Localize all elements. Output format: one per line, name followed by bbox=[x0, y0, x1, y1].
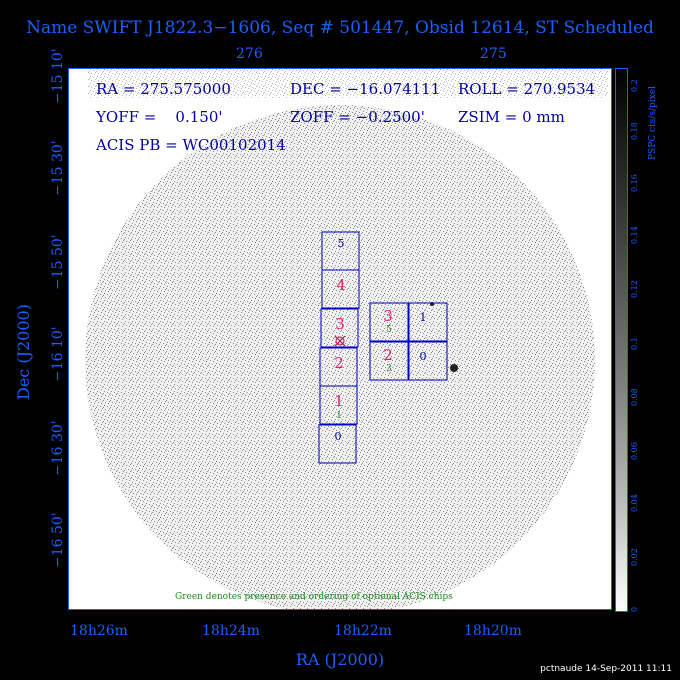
top-tick-276: 276 bbox=[236, 46, 263, 62]
colorbar-tick: 0.06 bbox=[630, 442, 639, 460]
colorbar-unit: PSPC cts/s/pixel bbox=[648, 86, 658, 160]
y-tick: −16 10' bbox=[50, 326, 66, 382]
x-tick: 18h24m bbox=[202, 623, 260, 639]
plot-frame bbox=[68, 68, 612, 610]
plot-title: Name SWIFT J1822.3−1606, Seq # 501447, O… bbox=[26, 18, 654, 38]
x-tick: 18h26m bbox=[70, 623, 128, 639]
aimpoint-marker bbox=[334, 335, 346, 347]
acis-chip-1: 11 bbox=[319, 385, 358, 425]
y-tick: −15 10' bbox=[50, 48, 66, 104]
optional-chip-order: 5 bbox=[386, 325, 392, 335]
y-tick: −15 30' bbox=[50, 140, 66, 196]
y-tick: −15 50' bbox=[50, 234, 66, 290]
acis-pb-value: ACIS PB = WC00102014 bbox=[96, 136, 286, 154]
colorbar-tick: 0.12 bbox=[630, 280, 639, 298]
colorbar-tick: 0.04 bbox=[630, 494, 639, 512]
optional-chip-order: 3 bbox=[386, 364, 392, 374]
x-tick: 18h22m bbox=[334, 623, 392, 639]
chip-number: 0 bbox=[420, 350, 427, 363]
acis-chip-0: 0 bbox=[408, 341, 448, 381]
yoff-value: YOFF = 0.150' bbox=[96, 108, 223, 126]
chip-number: 2 bbox=[334, 354, 344, 372]
acis-chip-3: 3 bbox=[320, 308, 359, 348]
ra-value: RA = 275.575000 bbox=[96, 80, 231, 98]
dec-value: DEC = −16.074111 bbox=[290, 80, 441, 98]
chip-number: 5 bbox=[338, 237, 345, 250]
optional-chip-order: 1 bbox=[336, 411, 342, 421]
acis-chip-3: 35 bbox=[369, 302, 409, 342]
x-ray-source bbox=[450, 364, 458, 372]
aimpoint-marker bbox=[335, 336, 345, 346]
chip-number: 4 bbox=[336, 276, 346, 294]
x-axis-label: RA (J2000) bbox=[295, 650, 385, 669]
colorbar-tick: 0.18 bbox=[630, 122, 639, 140]
footer-timestamp: pctnaude 14-Sep-2011 11:11 bbox=[540, 664, 672, 674]
chip-number: 1 bbox=[420, 311, 427, 324]
acis-chip-0: 0 bbox=[318, 424, 357, 464]
x-tick: 18h20m bbox=[464, 623, 522, 639]
colorbar-tick: 0 bbox=[630, 606, 639, 612]
acis-chip-2: 23 bbox=[369, 341, 409, 381]
y-tick: −16 30' bbox=[50, 420, 66, 476]
chip-number: 1 bbox=[334, 392, 344, 410]
zoff-value: ZOFF = −0.2500' bbox=[290, 108, 425, 126]
chip-number: 0 bbox=[335, 430, 342, 443]
zsim-value: ZSIM = 0 mm bbox=[458, 108, 565, 126]
colorbar bbox=[615, 68, 628, 612]
acis-chip-1: 1 bbox=[408, 302, 448, 342]
field-noise bbox=[85, 105, 595, 610]
chip-number: 3 bbox=[383, 307, 393, 325]
roll-value: ROLL = 270.9534 bbox=[458, 80, 596, 98]
colorbar-tick: 0.08 bbox=[630, 388, 639, 406]
colorbar-tick: 0.14 bbox=[630, 226, 639, 244]
optional-chips-note: Green denotes presence and ordering of o… bbox=[175, 592, 453, 602]
y-axis-label: Dec (J2000) bbox=[14, 304, 33, 400]
colorbar-tick: 0.16 bbox=[630, 174, 639, 192]
colorbar-tick: 0.1 bbox=[630, 337, 639, 350]
acis-chip-4: 4 bbox=[321, 269, 360, 309]
chip-number: 2 bbox=[383, 346, 393, 364]
colorbar-tick: 0.02 bbox=[630, 548, 639, 566]
y-tick: −16 50' bbox=[50, 512, 66, 568]
field-noise-top bbox=[88, 68, 608, 98]
chip-number: 3 bbox=[335, 315, 345, 333]
top-tick-275: 275 bbox=[480, 46, 507, 62]
colorbar-tick: 0.2 bbox=[630, 79, 639, 92]
